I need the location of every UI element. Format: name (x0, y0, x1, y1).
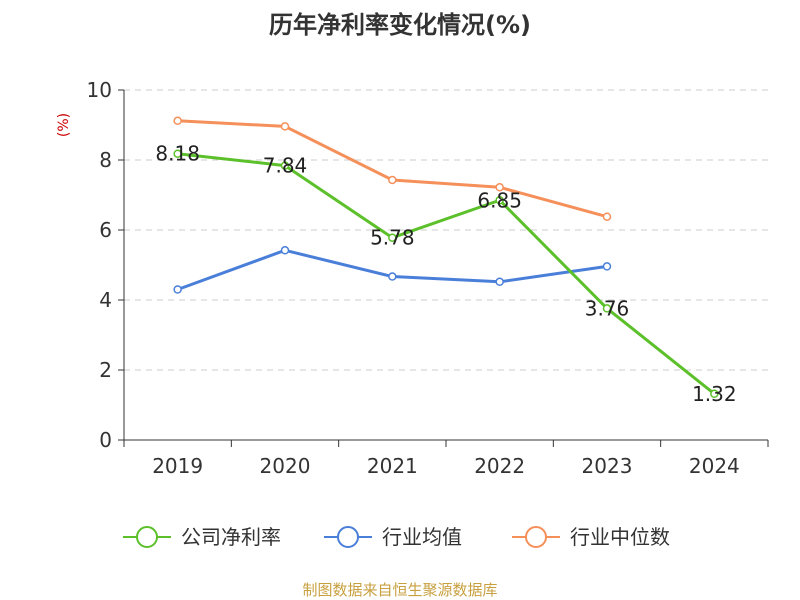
data-point (173, 116, 182, 126)
series-line (177, 152, 716, 395)
y-tick-label: 10 (87, 78, 112, 102)
legend-label: 行业均值 (382, 525, 462, 549)
series-2 (173, 116, 612, 221)
legend-marker (136, 526, 158, 548)
source-note: 制图数据来自恒生聚源数据库 (302, 581, 497, 599)
y-tick-label: 2 (99, 358, 112, 382)
data-label: 6.85 (477, 188, 522, 212)
data-labels: 8.18 7.84 5.78 6.85 3.76 1.32 (155, 142, 736, 406)
data-point (280, 122, 290, 131)
data-point (280, 161, 290, 170)
legend-item-1: 行业均值 (324, 525, 462, 549)
y-axis-unit-label: (%) (56, 113, 72, 137)
data-point (495, 196, 504, 205)
data-label: 8.18 (155, 142, 200, 166)
data-point (495, 183, 504, 192)
legend-label: 公司净利率 (181, 525, 281, 549)
data-point (388, 272, 397, 281)
legend-label: 行业中位数 (570, 525, 670, 549)
data-point (710, 389, 719, 399)
data-point (388, 175, 397, 185)
data-point (173, 149, 182, 158)
data-point (173, 285, 182, 294)
data-label: 1.32 (692, 382, 737, 406)
legend-item-0: 公司净利率 (123, 525, 281, 549)
chart-title: 历年净利率变化情况(%) (269, 11, 531, 39)
y-tick-label: 4 (99, 288, 112, 312)
series-line (177, 248, 608, 291)
gridlines (124, 89, 768, 371)
data-point (495, 277, 504, 287)
data-label: 3.76 (585, 296, 630, 320)
y-tick-label: 8 (99, 148, 112, 172)
data-point (602, 262, 612, 271)
data-label: 7.84 (263, 154, 308, 178)
y-tick-label: 0 (99, 428, 112, 452)
x-tick-label: 2024 (689, 454, 740, 478)
legend-marker (337, 526, 359, 548)
data-point (602, 212, 612, 221)
x-tick-label: 2019 (152, 454, 203, 478)
axes: 0 2 4 6 8 10 2019 2020 2021 2022 2023 2024 (87, 78, 769, 478)
series-line (177, 119, 608, 219)
legend-item-2: 行业中位数 (512, 525, 670, 549)
y-tick-label: 6 (99, 218, 112, 242)
series-0 (173, 149, 719, 399)
data-label: 5.78 (370, 226, 415, 250)
data-point (388, 233, 397, 242)
series-1 (173, 246, 612, 294)
data-point (280, 246, 290, 255)
x-tick-label: 2020 (260, 454, 311, 478)
legend: 公司净利率 行业均值 行业中位数 (123, 525, 670, 549)
x-tick-label: 2021 (367, 454, 418, 478)
x-tick-label: 2023 (582, 454, 633, 478)
legend-marker (525, 526, 547, 548)
x-tick-label: 2022 (474, 454, 525, 478)
data-point (602, 304, 612, 313)
series-layer (173, 116, 719, 399)
